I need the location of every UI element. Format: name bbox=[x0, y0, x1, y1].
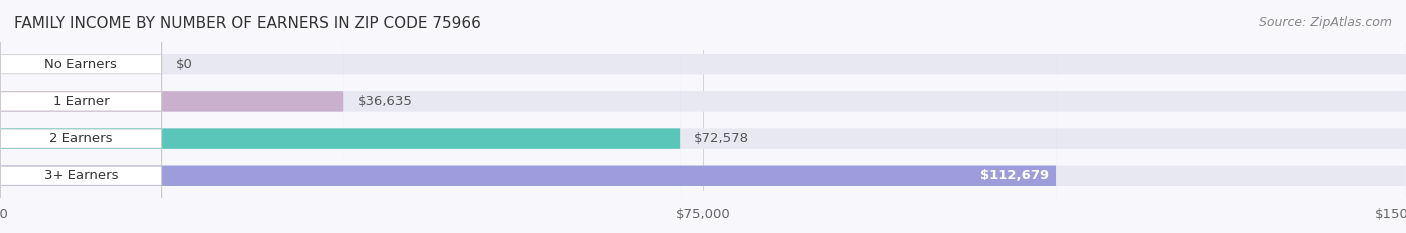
FancyBboxPatch shape bbox=[0, 0, 681, 233]
Text: 1 Earner: 1 Earner bbox=[52, 95, 110, 108]
Text: 3+ Earners: 3+ Earners bbox=[44, 169, 118, 182]
FancyBboxPatch shape bbox=[0, 0, 162, 233]
Text: $36,635: $36,635 bbox=[357, 95, 412, 108]
FancyBboxPatch shape bbox=[0, 0, 162, 233]
FancyBboxPatch shape bbox=[0, 0, 343, 233]
Text: $112,679: $112,679 bbox=[980, 169, 1049, 182]
Text: $0: $0 bbox=[176, 58, 193, 71]
FancyBboxPatch shape bbox=[0, 0, 1056, 233]
Text: Source: ZipAtlas.com: Source: ZipAtlas.com bbox=[1258, 16, 1392, 29]
Text: FAMILY INCOME BY NUMBER OF EARNERS IN ZIP CODE 75966: FAMILY INCOME BY NUMBER OF EARNERS IN ZI… bbox=[14, 16, 481, 31]
Text: 2 Earners: 2 Earners bbox=[49, 132, 112, 145]
FancyBboxPatch shape bbox=[0, 0, 162, 233]
Text: $72,578: $72,578 bbox=[695, 132, 749, 145]
Text: No Earners: No Earners bbox=[45, 58, 117, 71]
FancyBboxPatch shape bbox=[0, 0, 162, 233]
